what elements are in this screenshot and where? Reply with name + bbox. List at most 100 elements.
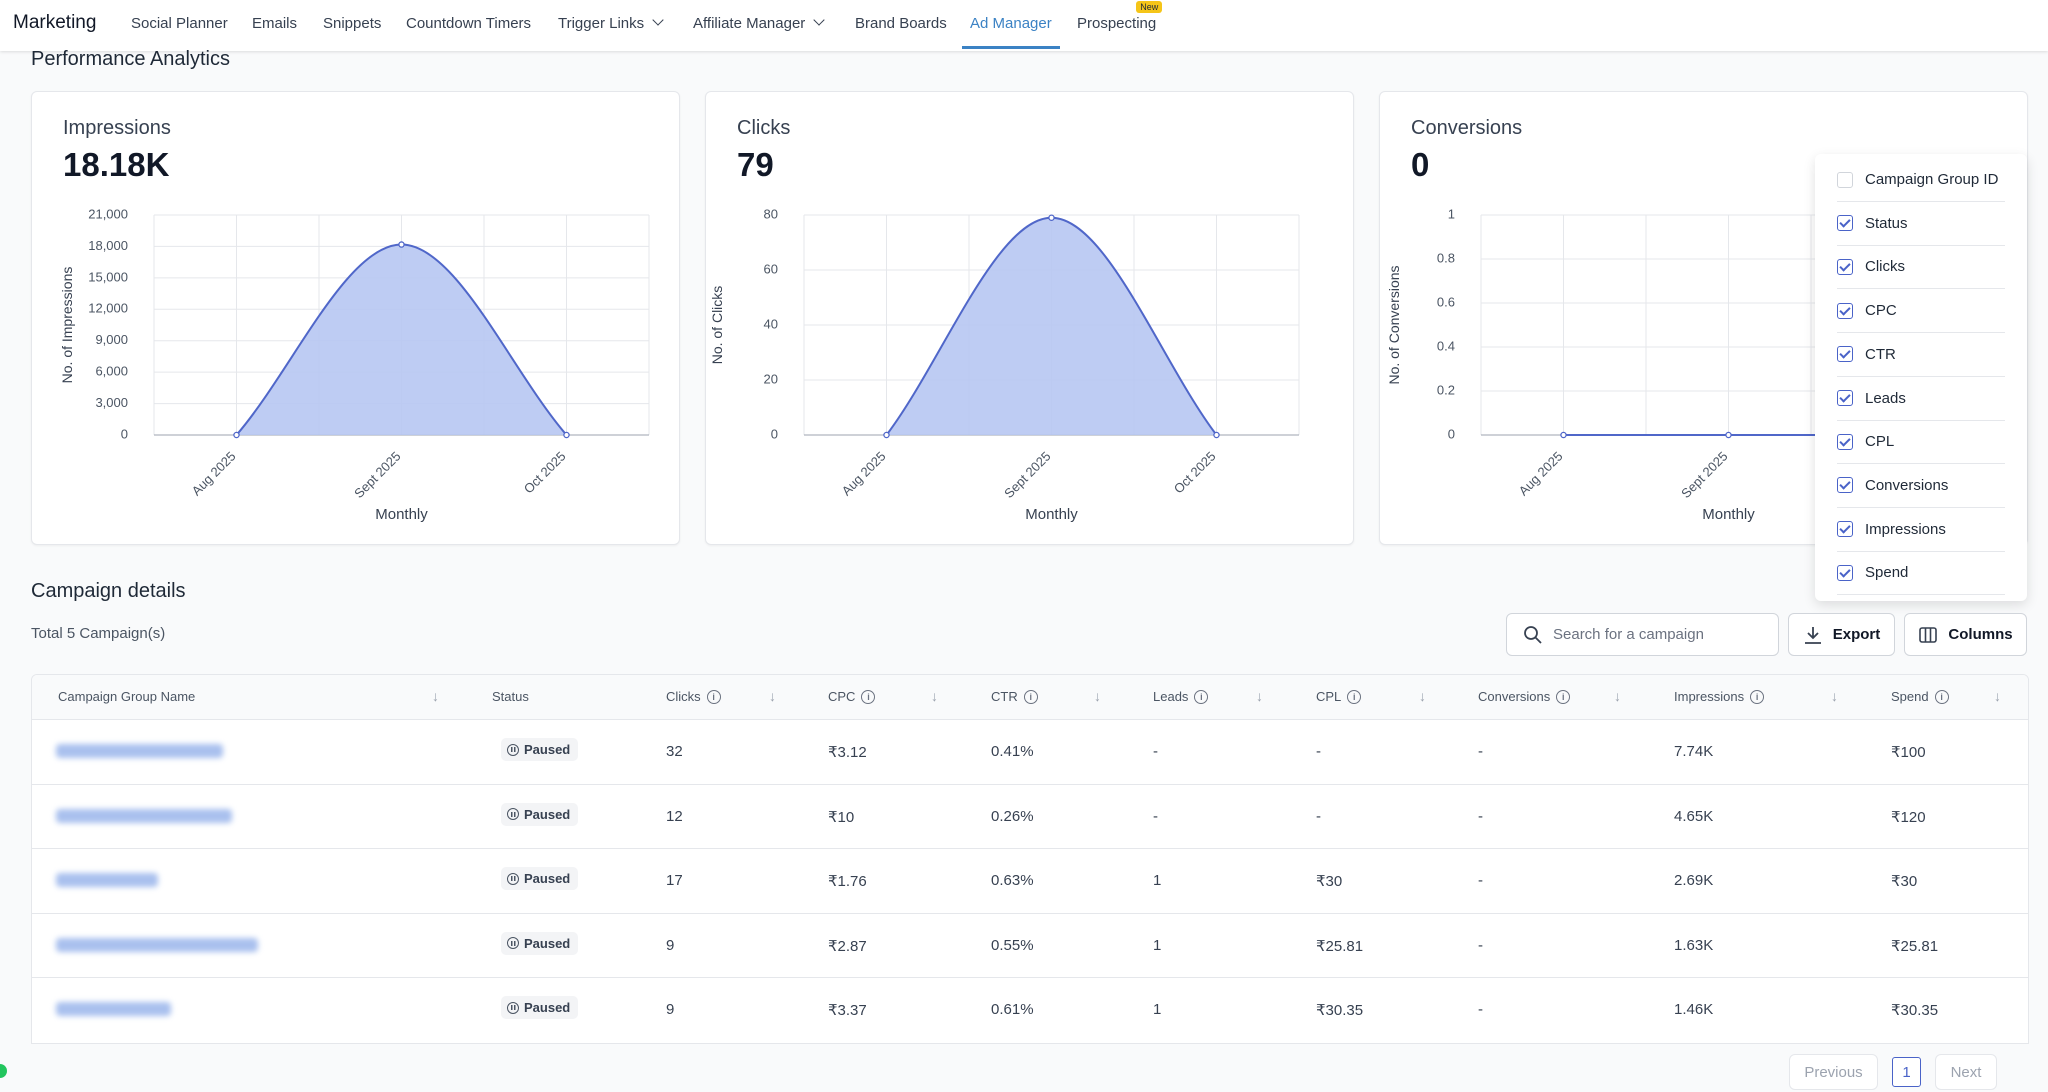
checkbox [1837,215,1853,232]
y-tick-label: 0.6 [1437,294,1455,309]
table-cell: - [1153,743,1158,760]
columns-button[interactable]: Columns [1904,613,2027,656]
menu-item[interactable]: Campaign Group ID [1837,158,2005,202]
menu-item[interactable]: Clicks [1837,245,2005,290]
export-button[interactable]: Export [1788,613,1895,656]
header-label: Conversions [1478,689,1551,704]
menu-item[interactable]: CPC [1837,289,2005,334]
status-pill: Paused [501,996,579,1020]
campaign-name-blurred [56,873,158,888]
nav-item[interactable]: Trigger Links [558,14,664,32]
checkbox [1837,302,1853,319]
table-cell: 0.55% [991,936,1034,954]
menu-item[interactable]: Status [1837,202,2005,246]
section-title: Performance Analytics [31,48,230,70]
nav-item[interactable]: Affiliate Manager [693,14,825,32]
sort-arrow: ↓ [769,688,776,704]
table-row: Paused 12 ₹10 0.26% - - - 4.65K ₹120 [32,783,2028,849]
table-row: Paused 17 ₹1.76 0.63% 1 ₹30 - 2.69K ₹30 [32,848,2028,913]
x-tick-label: Oct 2025 [1171,449,1219,497]
header-label: CTR [991,689,1018,704]
status-label: Paused [524,871,571,887]
status-pill: Paused [501,738,579,761]
status-pill: Paused [501,867,579,891]
checkbox [1837,258,1853,275]
chart-card: Impressions 18.18K 0 3,000 6,000 9,000 12,000 1… [31,91,680,545]
campaign-name-blurred [56,744,223,758]
next-button[interactable]: Next [1935,1054,1997,1090]
table-cell: ₹25.81 [1891,937,1939,955]
check-mark [1839,478,1851,491]
nav-item[interactable]: Brand Boards [855,15,947,32]
menu-label: Status [1865,214,1908,232]
header-label: CPL [1316,689,1342,704]
table-cell: - [1478,872,1483,890]
point [1725,431,1732,439]
menu-item[interactable]: Conversions [1837,464,2005,508]
info-icon: i [1347,689,1362,704]
nav-label: Prospecting [1077,15,1157,32]
y-tick-label: 3,000 [95,395,128,410]
table-cell: ₹2.87 [828,937,867,955]
campaign-name-blurred [56,808,232,823]
table-cell: ₹3.12 [828,744,867,761]
nav-item[interactable]: Countdown Timers [406,15,531,32]
table-cell: 0.61% [991,1001,1034,1019]
x-axis-title: Monthly [1025,506,1078,523]
dropdown-arrow [652,14,664,26]
checkbox [1837,171,1853,188]
table-cell: 0.63% [991,872,1034,890]
columns-icon [1919,626,1938,643]
y-tick-label: 6,000 [95,364,128,379]
y-axis-title: No. of Clicks [709,286,725,365]
nav-label: Ad Manager [970,15,1052,32]
campaigns-title: Campaign details [31,580,186,602]
x-tick-label: Oct 2025 [521,449,569,497]
y-tick-label: 0 [771,426,778,441]
y-tick-label: 0.4 [1437,338,1455,353]
y-tick-label: 0.2 [1437,382,1455,397]
chart-card: Clicks 79 0 20 40 60 80 Aug 2025 Sept 2025 Oct 20… [705,91,1354,545]
point [1560,431,1567,439]
search-icon [1524,625,1542,644]
point [1213,431,1220,439]
info-icon: i [1023,689,1038,704]
point [398,241,405,248]
nav-item[interactable]: Ad Manager [970,15,1052,32]
search-box[interactable]: Search for a campaign [1506,613,1779,656]
table-cell: 12 [666,807,683,825]
previous-button[interactable]: Previous [1789,1054,1878,1090]
nav-label: Affiliate Manager [693,15,806,32]
status-label: Paused [524,742,571,757]
menu-label: CTR [1865,345,1896,363]
area-fill [236,244,567,435]
table-cell: - [1153,807,1158,825]
brand: Marketing [13,12,97,33]
menu-label: Leads [1865,389,1906,407]
header-label: Leads [1153,689,1189,704]
menu-item[interactable]: Impressions [1837,508,2005,552]
nav-item[interactable]: Emails [252,15,297,32]
campaign-name-blurred [56,1002,171,1017]
table-cell: 1 [1153,872,1162,890]
pause-icon [507,872,519,885]
table-cell: ₹30 [1891,873,1918,891]
page-number[interactable]: 1 [1892,1057,1921,1087]
checkbox [1837,433,1853,450]
menu-item[interactable]: Spend [1837,551,2005,596]
sort-arrow: ↓ [1256,688,1263,704]
menu-label: Clicks [1865,258,1905,276]
status-label: Paused [524,1000,571,1016]
menu-item[interactable]: CTR [1837,333,2005,377]
x-tick-label: Sept 2025 [351,449,404,502]
campaign-count: Total 5 Campaign(s) [31,625,166,642]
nav-item[interactable]: Prospecting New [1077,1,1163,32]
table-cell: ₹30 [1316,873,1343,891]
column-header: Impressions i [1674,689,1765,704]
nav-item[interactable]: Social Planner [131,15,228,32]
menu-item[interactable]: Leads [1837,377,2005,421]
pause-icon [507,808,519,821]
nav-item[interactable]: Snippets [323,15,381,32]
column-header: CTR i [991,689,1038,704]
menu-item[interactable]: CPL [1837,420,2005,465]
